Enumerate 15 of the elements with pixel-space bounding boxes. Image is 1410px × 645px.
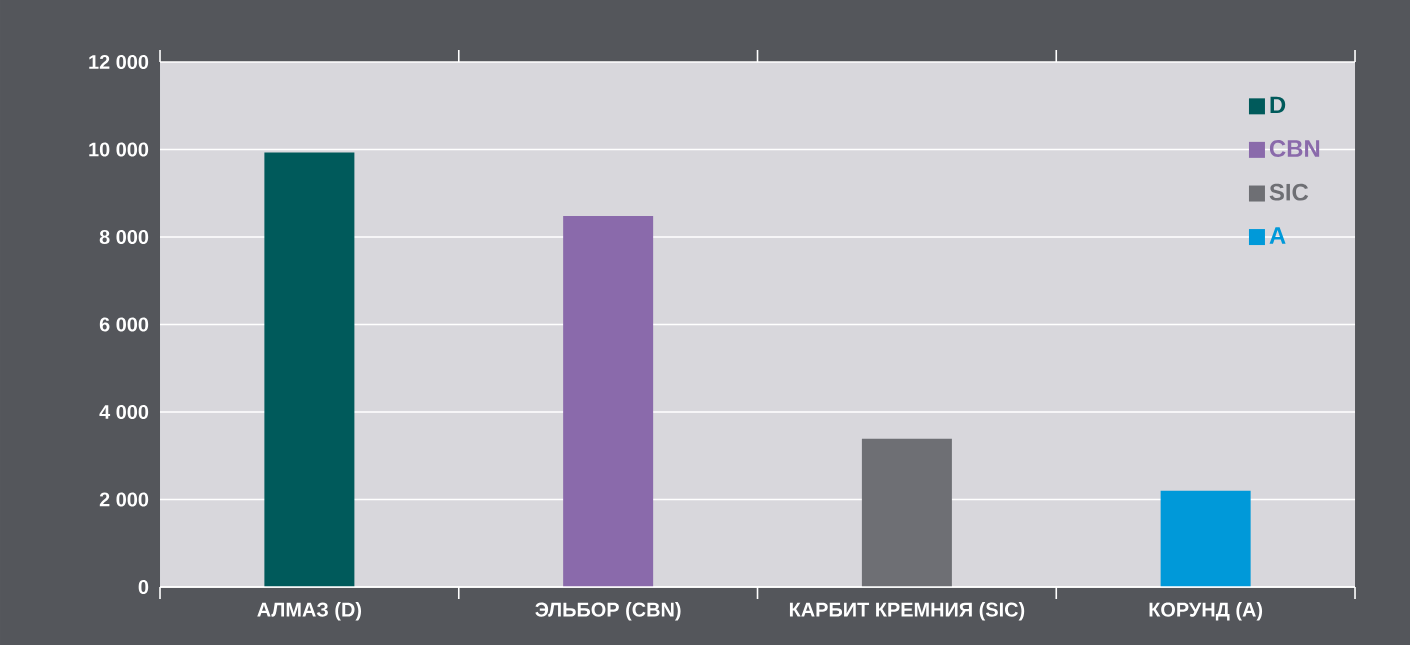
legend-label: D bbox=[1270, 96, 1286, 114]
y-tick-label: 4 000 bbox=[99, 404, 149, 420]
y-tick-label: 6 000 bbox=[99, 317, 149, 332]
x-tick-label: КАРБИТ КРЕМНИЯ (SIC) bbox=[789, 602, 1025, 621]
y-tick-label: 8 000 bbox=[99, 229, 149, 245]
legend-label: A bbox=[1269, 227, 1286, 244]
x-tick-label: АЛМАЗ (D) bbox=[257, 602, 362, 621]
y-tick-label: 10 000 bbox=[89, 142, 149, 157]
x-tick-label: ЭЛЬБОР (CBN) bbox=[535, 602, 681, 621]
legend-label: CBN bbox=[1269, 140, 1320, 157]
y-tick-label: 0 bbox=[138, 579, 149, 595]
legend-label: SIC bbox=[1269, 183, 1309, 201]
x-tick-label: КОРУНД (A) bbox=[1149, 602, 1263, 621]
y-tick-label: 12 000 bbox=[89, 54, 149, 70]
y-tick-label: 2 000 bbox=[99, 492, 149, 507]
